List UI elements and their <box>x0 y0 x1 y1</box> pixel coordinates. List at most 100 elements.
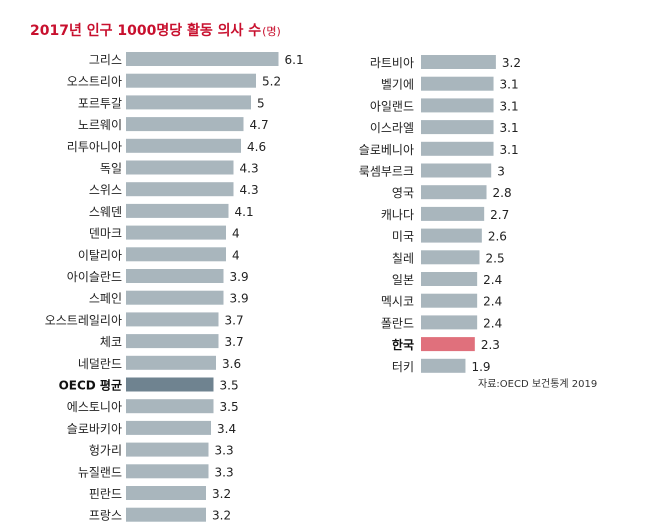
category-label-p1-4: 슬로베니아 <box>359 143 414 157</box>
bar-p0-9 <box>126 247 226 262</box>
right-panel: 라트비아 3.2 벨기에 3.1 아일랜드 3.1 이스라엘 3.1 슬로베니아 3.1 룩셈부르크… <box>359 55 521 374</box>
value-label-p0-21: 3.2 <box>212 509 231 523</box>
value-label-p1-6: 2.8 <box>493 186 512 200</box>
category-label-p0-16: 에스토니아 <box>67 400 122 414</box>
category-label-p1-7: 캐나다 <box>381 208 414 222</box>
value-label-p1-13: 2.3 <box>481 338 500 352</box>
value-label-p1-11: 2.4 <box>483 295 502 309</box>
category-label-p0-7: 스웨덴 <box>89 205 122 219</box>
value-label-p1-3: 3.1 <box>500 121 519 135</box>
chart-title: 2017년 인구 1000명당 활동 의사 수(명) <box>30 22 281 39</box>
value-label-p0-11: 3.9 <box>230 292 249 306</box>
left-panel: 그리스 6.1 오스트리아 5.2 포르투갈 5 노르웨이 4.7 리투아니아 4.6 독일 4.3 스… <box>45 52 304 523</box>
source-note: 자료:OECD 보건통계 2019 <box>478 378 597 390</box>
bar-p0-15 <box>126 377 214 392</box>
bar-p0-6 <box>126 182 234 197</box>
bar-p0-3 <box>126 117 244 132</box>
bar-p1-11 <box>421 293 478 308</box>
value-label-p0-18: 3.3 <box>215 444 234 458</box>
value-label-p0-14: 3.6 <box>222 357 241 371</box>
bar-p1-12 <box>421 315 478 330</box>
category-label-p1-9: 칠레 <box>392 251 414 265</box>
category-label-p0-10: 아이슬란드 <box>67 270 122 284</box>
bar-p0-21 <box>126 507 206 522</box>
category-label-p0-17: 슬로바키아 <box>67 422 122 436</box>
value-label-p0-10: 3.9 <box>230 270 249 284</box>
bar-p0-17 <box>126 420 211 435</box>
bar-p0-4 <box>126 138 241 153</box>
value-label-p0-12: 3.7 <box>225 313 244 327</box>
bar-p1-7 <box>421 206 485 221</box>
bar-p1-13 <box>421 337 475 352</box>
bar-p1-5 <box>421 163 492 178</box>
value-label-p1-9: 2.5 <box>486 251 505 265</box>
bar-p1-6 <box>421 185 487 200</box>
category-label-p0-5: 독일 <box>100 162 122 176</box>
bar-p0-16 <box>126 399 214 414</box>
bar-p0-7 <box>126 203 229 218</box>
category-label-p1-2: 아일랜드 <box>370 99 414 113</box>
bar-p1-10 <box>421 272 478 286</box>
bar-p0-18 <box>126 442 209 457</box>
category-label-p1-12: 폴란드 <box>381 316 414 330</box>
category-label-p1-6: 영국 <box>392 186 414 200</box>
category-label-p1-3: 이스라엘 <box>370 121 414 135</box>
category-label-p0-18: 헝가리 <box>89 444 122 458</box>
value-label-p1-12: 2.4 <box>483 316 502 330</box>
category-label-p1-8: 미국 <box>392 230 414 244</box>
bar-p1-14 <box>421 358 466 373</box>
value-label-p0-15: 3.5 <box>220 379 239 393</box>
category-label-p0-14: 네덜란드 <box>78 357 122 371</box>
category-label-p0-8: 덴마크 <box>89 227 122 241</box>
value-label-p1-14: 1.9 <box>471 360 490 374</box>
value-label-p0-2: 5 <box>257 96 265 110</box>
bar-p0-19 <box>126 464 209 479</box>
category-label-p0-11: 스페인 <box>89 292 122 306</box>
category-label-p0-15: OECD 평균 <box>59 379 122 393</box>
category-label-p0-4: 리투아니아 <box>67 140 122 154</box>
bar-p1-0 <box>421 55 496 69</box>
bar-p1-2 <box>421 98 494 113</box>
category-label-p1-13: 한국 <box>392 337 414 352</box>
category-label-p0-21: 프랑스 <box>89 509 122 523</box>
bar-p0-2 <box>126 95 251 110</box>
bar-p0-11 <box>126 290 224 305</box>
value-label-p0-0: 6.1 <box>285 53 304 67</box>
bar-p1-9 <box>421 250 480 265</box>
value-label-p1-0: 3.2 <box>502 56 521 70</box>
value-label-p0-1: 5.2 <box>262 75 281 89</box>
category-label-p1-0: 라트비아 <box>370 56 414 70</box>
bar-p0-5 <box>126 160 234 175</box>
value-label-p0-20: 3.2 <box>212 487 231 501</box>
value-label-p0-13: 3.7 <box>225 335 244 349</box>
value-label-p1-5: 3 <box>497 165 505 179</box>
bar-p0-8 <box>126 225 226 240</box>
value-label-p1-8: 2.6 <box>488 230 507 244</box>
value-label-p0-3: 4.7 <box>250 118 269 132</box>
bar-p1-8 <box>421 228 482 243</box>
category-label-p0-19: 뉴질랜드 <box>78 465 122 479</box>
bar-p1-1 <box>421 76 494 91</box>
bar-p0-13 <box>126 334 219 349</box>
category-label-p1-11: 멕시코 <box>381 295 414 309</box>
value-label-p0-7: 4.1 <box>235 205 254 219</box>
value-label-p0-16: 3.5 <box>220 400 239 414</box>
category-label-p1-5: 룩셈부르크 <box>359 165 414 179</box>
category-label-p1-10: 일본 <box>392 273 414 287</box>
category-label-p0-13: 체코 <box>100 335 122 349</box>
value-label-p0-5: 4.3 <box>240 162 259 176</box>
bar-p0-20 <box>126 486 206 500</box>
value-label-p1-10: 2.4 <box>483 273 502 287</box>
bar-p1-4 <box>421 141 494 156</box>
category-label-p0-12: 오스트레일리아 <box>45 313 122 327</box>
value-label-p0-17: 3.4 <box>217 422 236 436</box>
value-label-p1-2: 3.1 <box>500 99 519 113</box>
value-label-p1-7: 2.7 <box>490 208 509 222</box>
value-label-p0-4: 4.6 <box>247 140 266 154</box>
value-label-p0-9: 4 <box>232 248 240 262</box>
category-label-p0-3: 노르웨이 <box>78 118 122 132</box>
bar-p0-1 <box>126 73 256 88</box>
chart-unit: (명) <box>262 25 281 38</box>
bar-p0-14 <box>126 355 216 370</box>
